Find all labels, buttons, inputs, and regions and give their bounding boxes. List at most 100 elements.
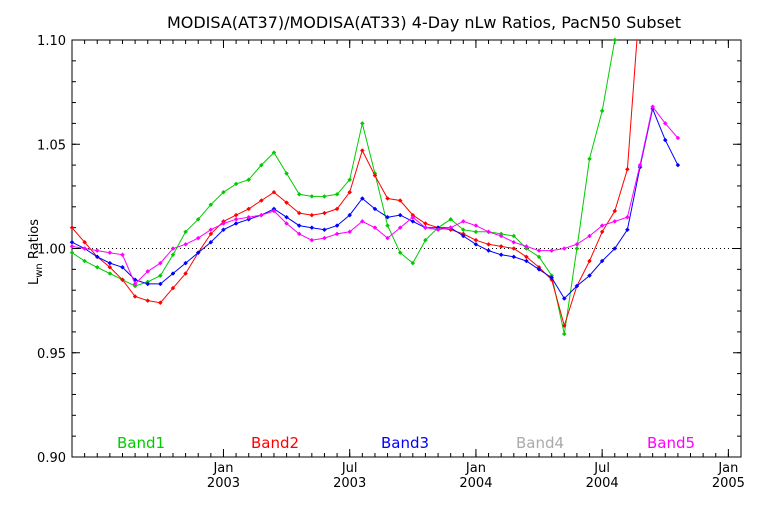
series-line-band3: [72, 107, 679, 300]
data-point-band3: [309, 225, 315, 231]
x-tick-year: 2003: [207, 476, 240, 491]
legend-band1: Band1: [117, 434, 165, 452]
data-point-band1: [599, 108, 605, 114]
data-point-band5: [385, 235, 390, 241]
data-point-band2: [385, 196, 390, 201]
data-point-band3: [625, 227, 630, 233]
data-point-band3: [524, 258, 529, 264]
data-point-band5: [208, 227, 214, 233]
data-point-band3: [183, 260, 188, 266]
x-tick-month: Jul: [593, 461, 610, 476]
data-point-band3: [410, 219, 416, 224]
data-point-band5: [107, 250, 113, 256]
x-tick-year: 2003: [333, 476, 366, 491]
data-point-band1: [574, 246, 580, 251]
data-point-band5: [524, 244, 529, 249]
data-point-band2: [486, 241, 491, 247]
data-point-band3: [359, 196, 365, 201]
data-point-band1: [359, 121, 365, 126]
data-point-band2: [145, 298, 151, 303]
data-point-band5: [82, 246, 87, 251]
legend-band2: Band2: [251, 434, 299, 452]
data-point-band5: [158, 260, 163, 266]
data-point-band1: [460, 227, 466, 233]
data-point-band2: [498, 244, 504, 249]
x-tick-year: 2005: [712, 476, 745, 491]
x-tick-year: 2004: [586, 476, 619, 491]
data-point-band1: [612, 37, 618, 43]
y-tick-label: 1.00: [37, 243, 66, 258]
legend-band5: Band5: [647, 434, 695, 452]
data-point-band5: [662, 121, 668, 126]
data-point-band1: [233, 181, 239, 187]
data-point-band3: [132, 277, 138, 283]
data-point-band2: [423, 221, 428, 226]
data-point-band2: [208, 231, 214, 237]
data-point-band2: [107, 264, 113, 270]
data-point-band5: [435, 227, 441, 233]
data-point-band1: [183, 229, 188, 235]
data-point-band1: [284, 171, 289, 176]
data-point-band1: [296, 191, 302, 197]
data-point-band3: [460, 233, 466, 239]
data-point-band3: [120, 264, 125, 270]
data-point-band5: [574, 241, 580, 247]
plot-area: 0.900.951.001.051.10Jan2003Jul2003Jan200…: [37, 34, 745, 491]
data-point-band5: [486, 229, 491, 235]
data-point-band3: [612, 246, 618, 251]
data-point-band2: [183, 271, 188, 276]
data-point-band3: [322, 227, 327, 233]
data-point-band2: [347, 189, 353, 195]
y-axis-label: Lwn Ratios: [27, 219, 45, 285]
data-point-band1: [107, 271, 113, 276]
data-point-band3: [599, 258, 605, 264]
data-point-band5: [271, 208, 277, 214]
data-point-band5: [587, 233, 592, 239]
data-point-band5: [170, 246, 176, 251]
data-point-band5: [637, 162, 643, 168]
data-point-band5: [296, 231, 302, 237]
data-point-band2: [372, 173, 378, 178]
data-point-band5: [410, 214, 416, 220]
data-point-band3: [158, 281, 163, 287]
data-point-band3: [372, 206, 378, 212]
data-point-band2: [246, 206, 252, 212]
data-point-band2: [524, 254, 529, 260]
data-point-band2: [120, 277, 125, 283]
data-point-band2: [334, 206, 340, 212]
data-point-band5: [498, 233, 504, 239]
data-point-band3: [221, 227, 226, 233]
data-point-band2: [359, 148, 365, 153]
data-point-band5: [359, 219, 365, 224]
data-point-band1: [309, 194, 315, 199]
data-point-band3: [233, 221, 239, 226]
data-point-band2: [612, 208, 618, 214]
data-point-band3: [69, 239, 75, 245]
data-point-band2: [511, 246, 517, 251]
data-point-band3: [347, 212, 353, 218]
data-point-band5: [221, 221, 226, 226]
data-point-band1: [347, 177, 353, 183]
data-point-band5: [94, 248, 100, 253]
data-point-band2: [561, 323, 567, 328]
data-point-band5: [233, 216, 239, 222]
data-point-band1: [511, 233, 517, 239]
data-point-band5: [195, 235, 201, 241]
data-point-band1: [473, 229, 479, 235]
data-point-band2: [170, 285, 176, 291]
data-point-band3: [296, 223, 302, 228]
data-point-band5: [460, 219, 466, 224]
data-point-band5: [473, 223, 479, 228]
data-point-band3: [675, 162, 681, 168]
data-point-band5: [334, 231, 340, 237]
data-point-band1: [587, 156, 592, 162]
data-point-band3: [486, 248, 491, 253]
data-point-band5: [246, 214, 252, 220]
data-point-band2: [473, 237, 479, 243]
data-point-band1: [221, 189, 226, 195]
data-point-band1: [94, 264, 100, 270]
data-point-band5: [650, 104, 655, 110]
data-point-band2: [322, 210, 327, 216]
data-point-band1: [246, 177, 252, 183]
